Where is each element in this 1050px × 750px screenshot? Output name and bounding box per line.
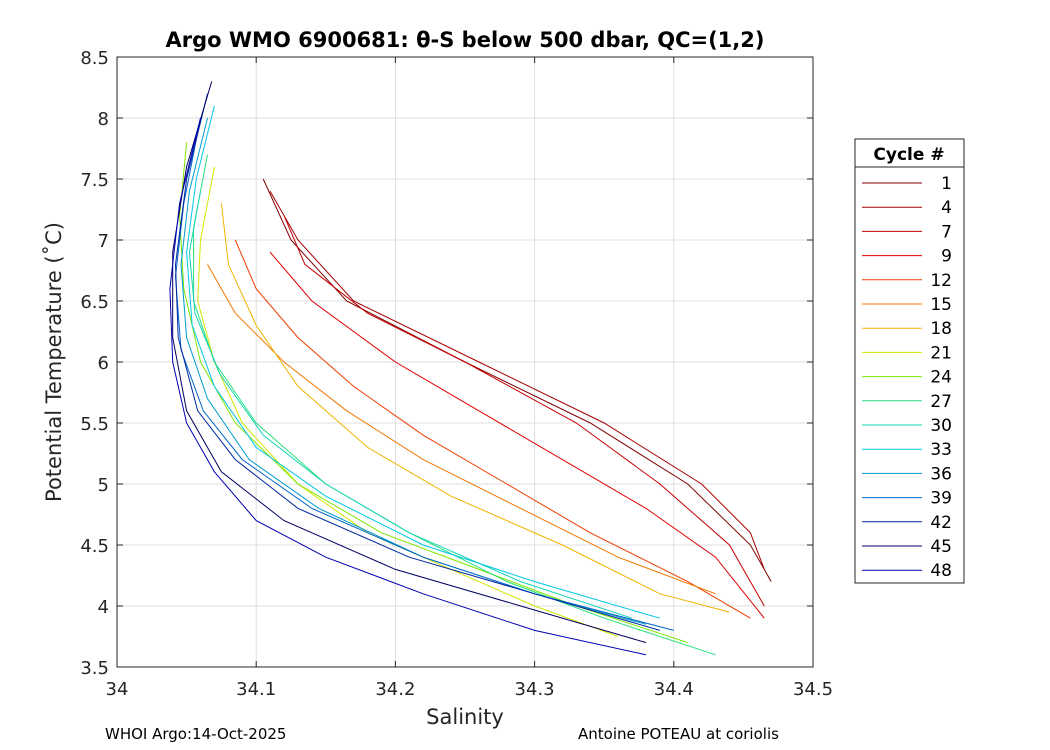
legend-entries: 1 4 7 9 12 15 18 21 24 27 30 33 36 39 42 45 48	[862, 174, 952, 581]
legend-label-cycle-27: 27	[930, 392, 952, 412]
series-line-cycle-15	[207, 264, 716, 595]
series-line-cycle-24	[179, 142, 688, 644]
legend-label-cycle-24: 24	[930, 368, 952, 388]
legend-label-cycle-9: 9	[941, 247, 952, 267]
series-lines	[169, 81, 772, 656]
y-tick-label: 5.5	[80, 414, 109, 435]
axis-ticks: 34 34.1 34.2 34.3 34.4 34.5 3.5 4 4.5 5 5.5 6 6.5 7 7.…	[80, 48, 833, 700]
y-tick-label: 7	[98, 231, 109, 252]
legend-label-cycle-4: 4	[941, 198, 952, 218]
series-line-cycle-4	[269, 190, 765, 570]
x-tick-label: 34.3	[515, 679, 555, 700]
legend-label-cycle-42: 42	[930, 513, 952, 533]
series-line-cycle-48	[169, 117, 647, 656]
x-tick-label: 34.5	[793, 679, 833, 700]
legend-title: Cycle #	[873, 145, 944, 165]
y-tick-label: 8.5	[80, 48, 109, 69]
legend-box	[854, 138, 965, 584]
legend-label-cycle-18: 18	[930, 319, 952, 339]
x-tick-label: 34.1	[236, 679, 276, 700]
y-tick-label: 4.5	[80, 536, 109, 557]
legend-label-cycle-39: 39	[930, 489, 952, 509]
series-line-cycle-45	[172, 81, 647, 644]
footer-source: WHOI Argo:14-Oct-2025	[105, 725, 287, 743]
legend-label-cycle-33: 33	[930, 440, 952, 460]
legend-label-cycle-30: 30	[930, 416, 952, 436]
series-line-cycle-21	[197, 166, 619, 637]
y-tick-label: 4	[98, 597, 109, 618]
y-tick-label: 8	[98, 109, 109, 130]
x-axis-label: Salinity	[426, 705, 504, 729]
legend-label-cycle-48: 48	[930, 561, 952, 581]
y-tick-label: 3.5	[80, 658, 109, 679]
series-line-cycle-42	[174, 93, 661, 631]
y-axis-label: Potential Temperature (˚C)	[42, 222, 66, 502]
legend-label-cycle-12: 12	[930, 271, 952, 291]
x-tick-label: 34.2	[375, 679, 415, 700]
series-line-cycle-1	[262, 178, 772, 582]
legend: Cycle # 1 4 7 9 12 15 18 21 24 27 30 33 36 39 42 45 48	[854, 138, 965, 584]
y-tick-label: 6	[98, 353, 109, 374]
y-tick-label: 6.5	[80, 292, 109, 313]
x-tick-label: 34.4	[654, 679, 694, 700]
series-line-cycle-39	[174, 117, 674, 631]
y-tick-label: 7.5	[80, 170, 109, 191]
series-line-cycle-33	[186, 105, 661, 619]
footer-credit: Antoine POTEAU at coriolis	[578, 725, 779, 743]
legend-label-cycle-21: 21	[930, 343, 952, 363]
x-tick-label: 34	[106, 679, 129, 700]
series-line-cycle-7	[283, 215, 765, 607]
legend-label-cycle-15: 15	[930, 295, 952, 315]
legend-label-cycle-36: 36	[930, 464, 952, 484]
y-tick-label: 5	[98, 475, 109, 496]
series-line-cycle-9	[269, 251, 765, 619]
series-line-cycle-18	[220, 203, 730, 613]
legend-label-cycle-7: 7	[941, 222, 952, 242]
legend-label-cycle-45: 45	[930, 537, 952, 557]
series-line-cycle-12	[234, 239, 751, 619]
chart-title: Argo WMO 6900681: θ-S below 500 dbar, QC…	[166, 28, 765, 52]
legend-label-cycle-1: 1	[941, 174, 952, 194]
